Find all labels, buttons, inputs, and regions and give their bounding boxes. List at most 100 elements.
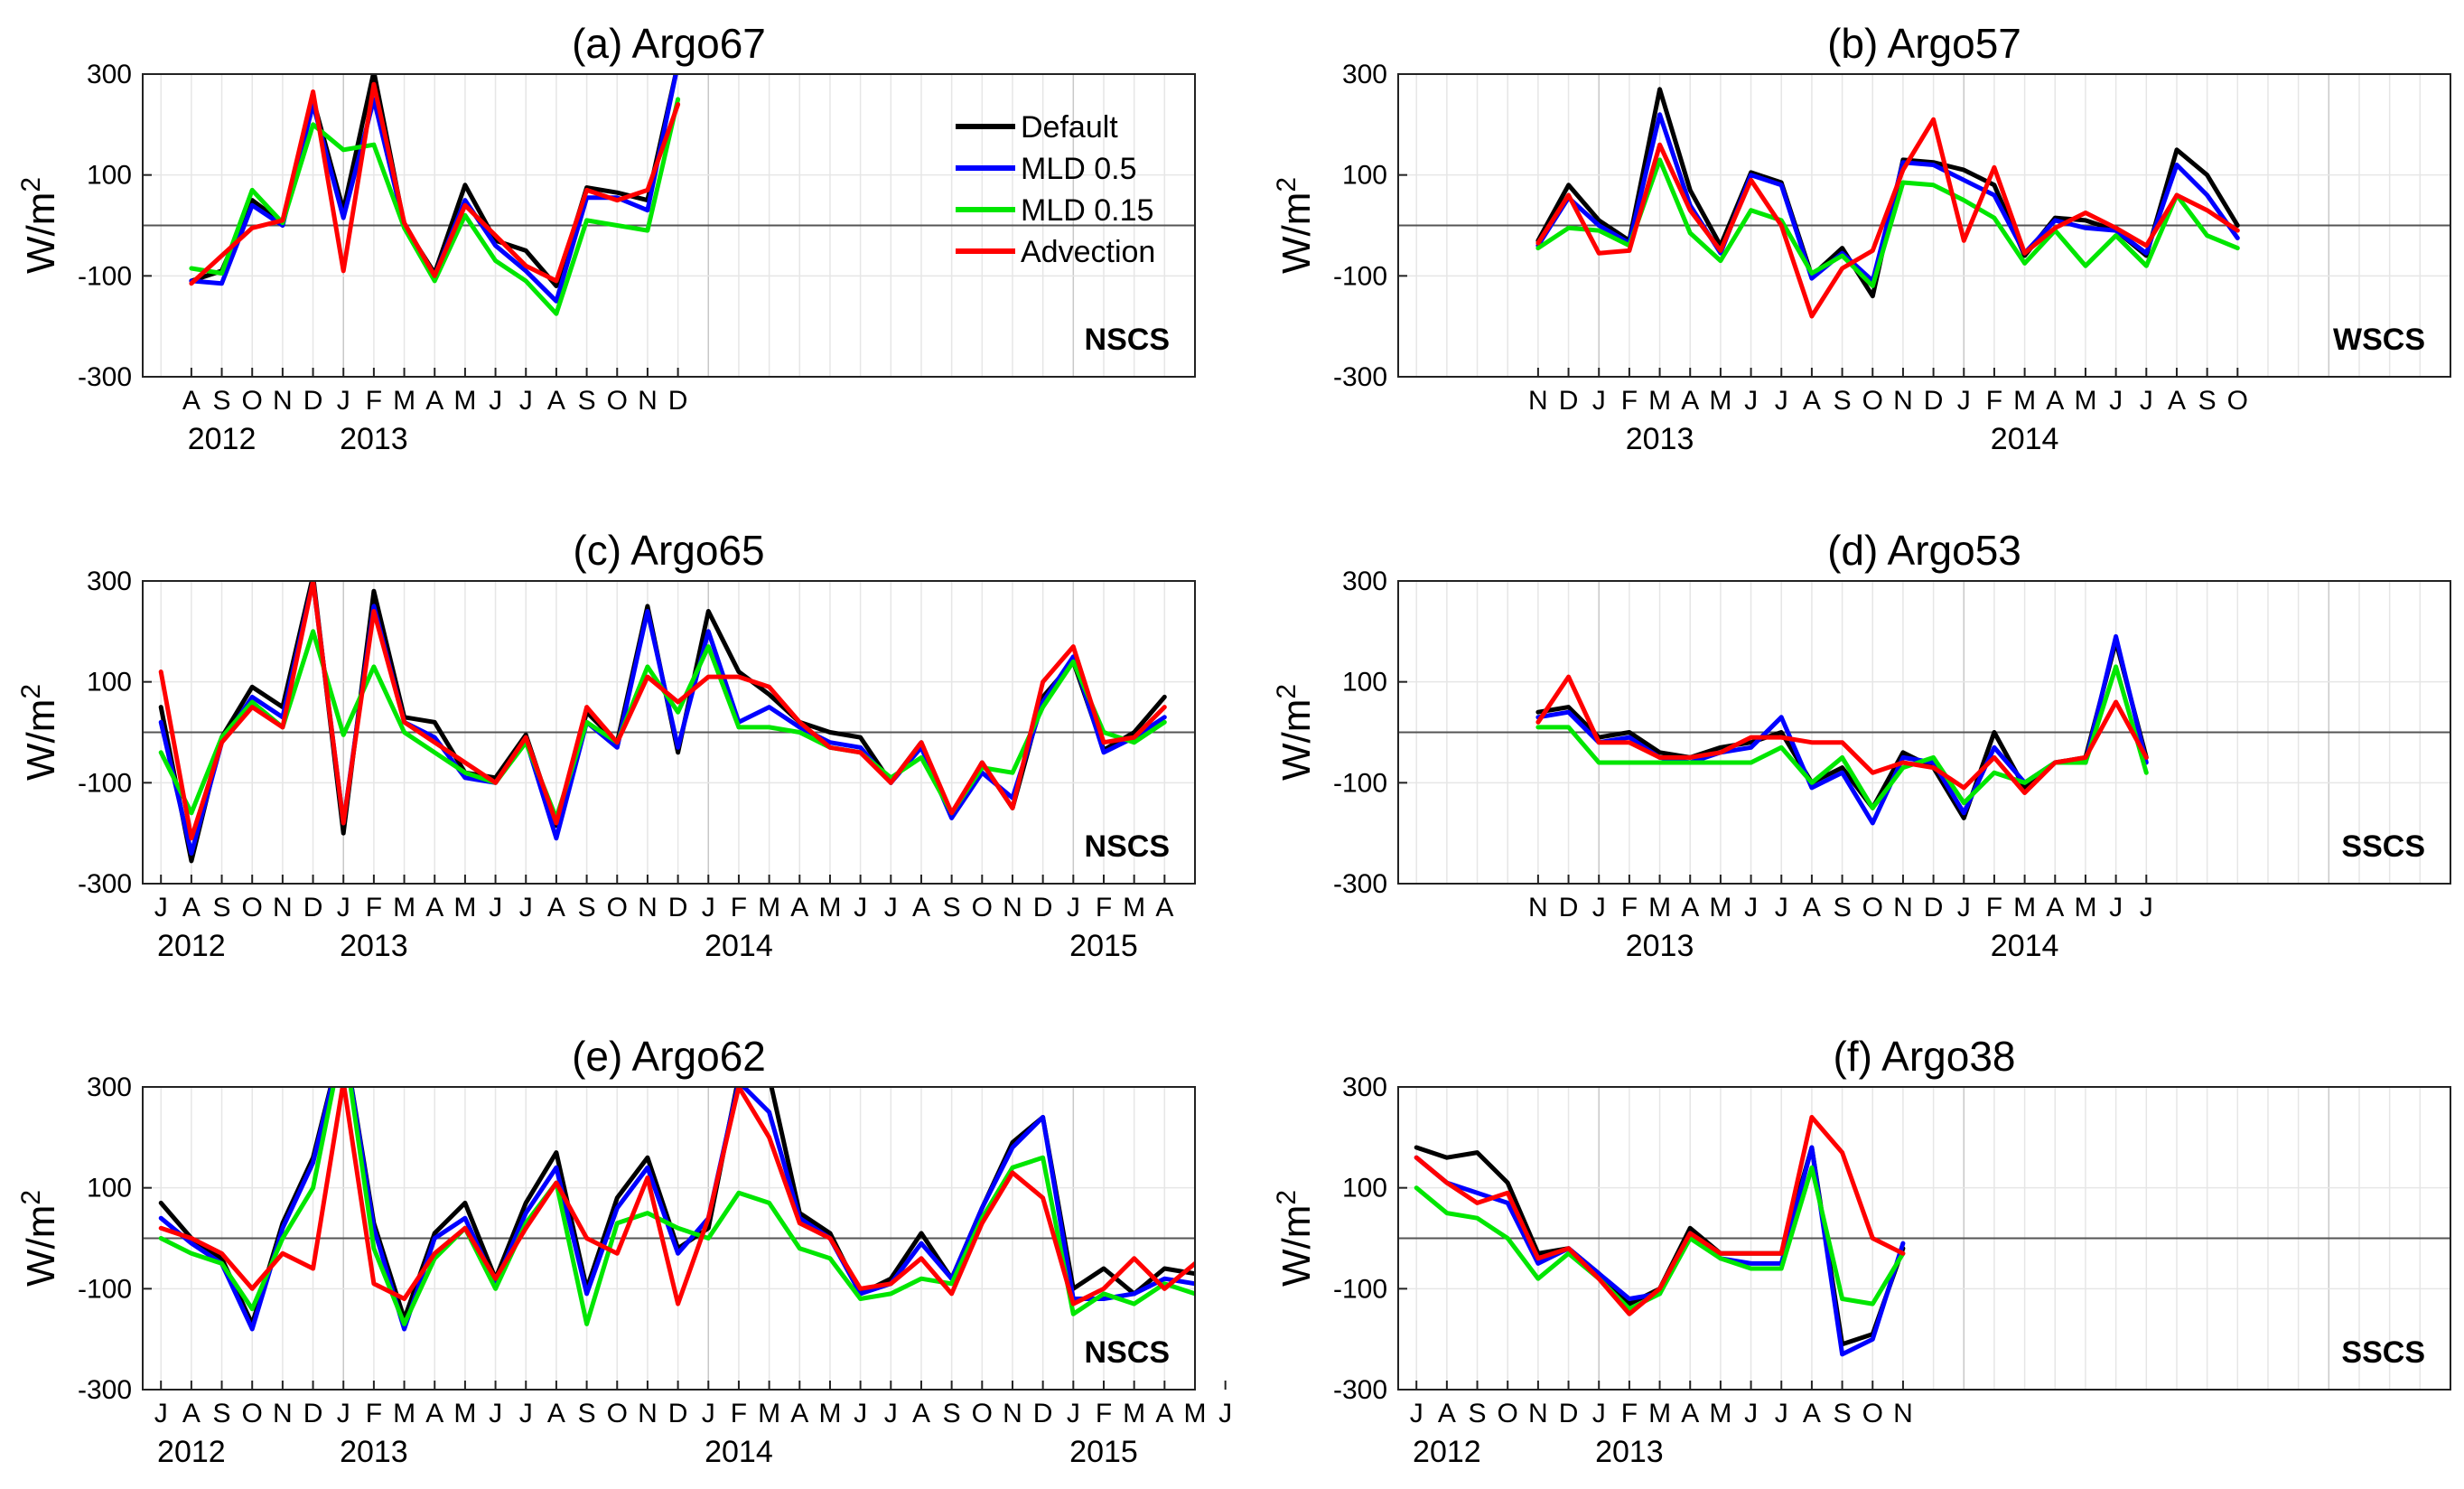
- y-axis-label: W/m2: [1272, 177, 1319, 274]
- region-label: SSCS: [2341, 829, 2425, 864]
- x-tick-label: N: [638, 893, 658, 922]
- x-tick-label: M: [1709, 1399, 1731, 1428]
- x-tick-label: N: [1528, 1399, 1548, 1428]
- x-tick-label: A: [182, 1399, 201, 1428]
- x-tick-label: J: [1592, 893, 1606, 922]
- y-axis-label: W/m2: [1272, 1190, 1319, 1287]
- x-tick-label: M: [453, 893, 476, 922]
- panel-title: (a) Argo67: [572, 20, 766, 67]
- x-tick-label: N: [273, 893, 293, 922]
- x-tick-label: F: [366, 1399, 382, 1428]
- x-tick-label: M: [393, 1399, 415, 1428]
- panel-title: (d) Argo53: [1827, 527, 2021, 574]
- x-tick-label: O: [1498, 1399, 1518, 1428]
- x-tick-label: A: [182, 893, 201, 922]
- x-tick-label: M: [2074, 893, 2096, 922]
- y-axis-label: W/m2: [16, 1190, 63, 1287]
- x-tick-label: A: [1681, 1399, 1699, 1428]
- year-label: 2014: [705, 929, 773, 963]
- x-tick-label: F: [1621, 1399, 1638, 1428]
- x-tick-label: M: [2013, 386, 2036, 416]
- x-tick-label: A: [182, 386, 201, 416]
- x-tick-label: A: [1681, 893, 1699, 922]
- x-tick-label: O: [1862, 893, 1883, 922]
- x-tick-label: N: [1528, 386, 1548, 416]
- y-tick-label: -300: [78, 869, 132, 899]
- x-tick-label: M: [453, 1399, 476, 1428]
- y-axis-label: W/m2: [1272, 684, 1319, 781]
- x-tick-label: S: [2198, 386, 2217, 416]
- y-tick-label: -100: [78, 768, 132, 798]
- region-label: WSCS: [2333, 323, 2425, 357]
- x-tick-label: J: [337, 893, 350, 922]
- x-tick-label: J: [884, 1399, 898, 1428]
- x-tick-label: J: [154, 1399, 168, 1428]
- x-tick-label: F: [366, 893, 382, 922]
- x-tick-label: S: [1834, 893, 1852, 922]
- x-tick-label: A: [425, 1399, 443, 1428]
- x-tick-label: J: [854, 1399, 867, 1428]
- x-tick-label: M: [1123, 1399, 1145, 1428]
- y-tick-label: 100: [87, 1174, 132, 1203]
- y-axis-label-sup: 2: [1272, 1190, 1302, 1205]
- x-tick-label: S: [1469, 1399, 1487, 1428]
- x-tick-label: F: [731, 893, 747, 922]
- y-tick-label: -100: [1333, 768, 1387, 798]
- x-tick-label: N: [1893, 386, 1913, 416]
- y-tick-label: -300: [78, 1375, 132, 1405]
- x-tick-label: O: [242, 893, 263, 922]
- x-tick-label: N: [1528, 893, 1548, 922]
- y-tick-label: -300: [1333, 362, 1387, 392]
- year-label: 2015: [1069, 1435, 1138, 1469]
- x-tick-label: J: [2109, 386, 2123, 416]
- y-tick-label: -300: [1333, 1375, 1387, 1405]
- x-tick-label: J: [1067, 1399, 1080, 1428]
- x-tick-label: S: [213, 1399, 231, 1428]
- x-tick-label: F: [1986, 893, 2002, 922]
- y-axis-label-text: W/m: [1274, 1205, 1319, 1287]
- panel-title: (c) Argo65: [573, 527, 764, 574]
- x-tick-label: O: [607, 386, 628, 416]
- x-tick-label: J: [1744, 893, 1758, 922]
- series-line-advection: [1414, 1115, 1906, 1316]
- x-tick-label: A: [1155, 893, 1173, 922]
- y-axis-label-sup: 2: [16, 177, 46, 192]
- panel-title: (b) Argo57: [1827, 20, 2021, 67]
- x-tick-label: S: [943, 893, 961, 922]
- x-tick-label: D: [303, 386, 323, 416]
- x-tick-label: N: [1893, 1399, 1913, 1428]
- x-tick-label: D: [1559, 893, 1579, 922]
- x-tick-label: F: [731, 1399, 747, 1428]
- x-tick-label: D: [1924, 386, 1944, 416]
- x-tick-label: J: [489, 386, 502, 416]
- x-tick-label: A: [1438, 1399, 1456, 1428]
- y-tick-label: -300: [1333, 869, 1387, 899]
- year-label: 2014: [705, 1435, 773, 1469]
- x-tick-label: N: [1003, 1399, 1022, 1428]
- x-tick-label: J: [519, 893, 533, 922]
- year-label: 2012: [1413, 1435, 1481, 1469]
- y-axis-label-sup: 2: [16, 684, 46, 699]
- x-tick-label: F: [1621, 386, 1638, 416]
- x-tick-label: J: [1218, 1399, 1232, 1428]
- x-tick-label: J: [854, 893, 867, 922]
- x-tick-label: M: [1648, 386, 1671, 416]
- axes-box: [1397, 580, 2451, 885]
- x-tick-label: M: [1648, 1399, 1671, 1428]
- x-tick-label: A: [912, 893, 930, 922]
- legend-label: MLD 0.15: [1021, 193, 1153, 228]
- x-tick-label: J: [1775, 386, 1788, 416]
- x-tick-label: J: [519, 386, 533, 416]
- x-tick-label: M: [1123, 893, 1145, 922]
- x-tick-label: J: [1592, 386, 1606, 416]
- y-tick-label: 100: [87, 161, 132, 191]
- x-tick-label: J: [1592, 1399, 1606, 1428]
- x-tick-label: O: [242, 1399, 263, 1428]
- x-tick-label: S: [213, 893, 231, 922]
- x-tick-label: A: [1803, 893, 1821, 922]
- y-axis-label-text: W/m: [19, 699, 63, 781]
